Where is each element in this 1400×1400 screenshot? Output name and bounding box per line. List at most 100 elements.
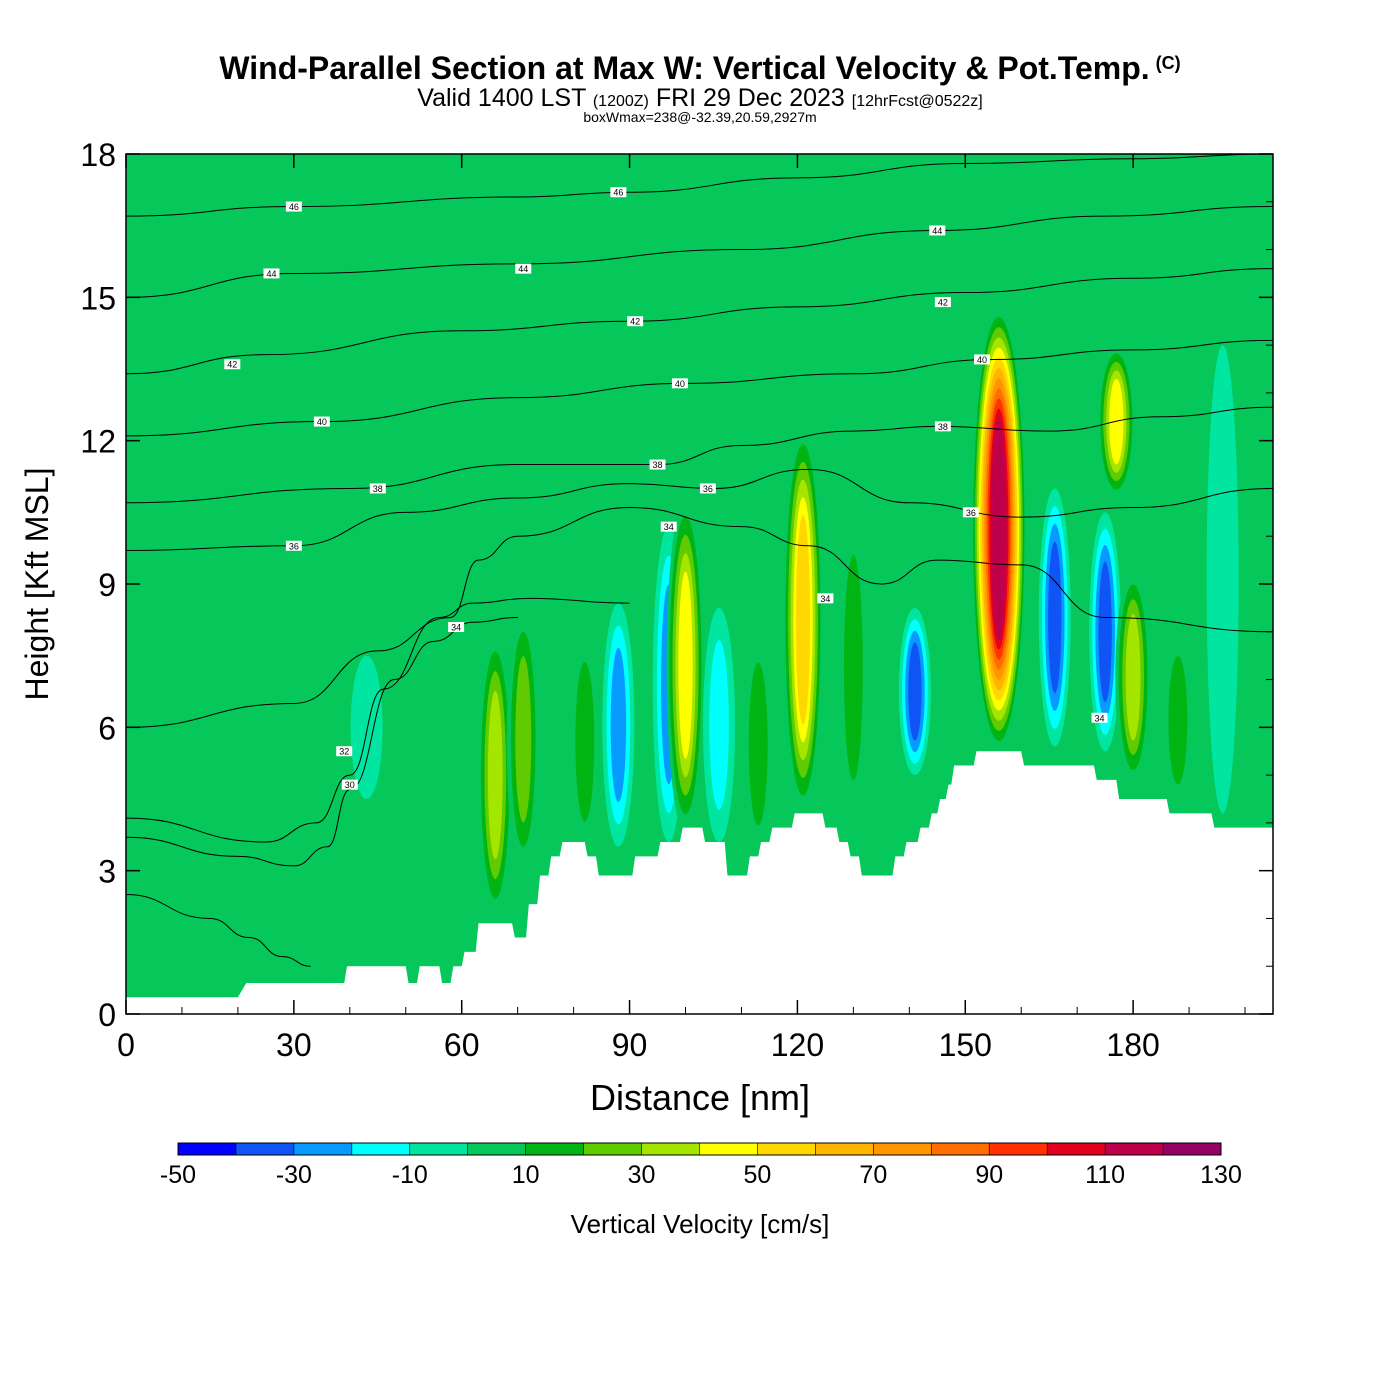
x-tick-label: 180 xyxy=(1106,1027,1159,1063)
velocity-plume xyxy=(506,607,540,871)
velocity-plume xyxy=(782,426,824,814)
velocity-contour-band xyxy=(1098,561,1112,702)
isentrope-label: 44 xyxy=(515,263,532,274)
colorbar-tick-label: 10 xyxy=(512,1161,540,1189)
velocity-contour-band xyxy=(843,555,863,781)
colorbar-swatch xyxy=(467,1143,527,1155)
colorbar-swatch xyxy=(235,1143,295,1155)
y-axis-label: Height [Kft MSL] xyxy=(19,468,55,701)
colorbar-tick-label: -50 xyxy=(160,1161,196,1189)
colorbar-swatch xyxy=(931,1143,990,1155)
x-tick-label: 30 xyxy=(276,1027,312,1063)
velocity-contour-band xyxy=(195,225,225,728)
velocity-plume xyxy=(1089,512,1122,752)
colorbar-swatch xyxy=(525,1143,585,1155)
velocity-plume xyxy=(837,512,869,823)
valid-utc: (1200Z) xyxy=(592,93,649,110)
velocity-contour-band xyxy=(1125,614,1141,741)
isentrope-label: 34 xyxy=(817,593,834,604)
colorbar-swatch xyxy=(583,1143,643,1155)
velocity-contour-band xyxy=(1048,541,1062,694)
svg-text:38: 38 xyxy=(373,484,383,494)
velocity-contour-band xyxy=(748,662,768,826)
svg-text:44: 44 xyxy=(932,226,942,236)
svg-text:36: 36 xyxy=(966,508,976,518)
velocity-plume xyxy=(1038,488,1071,747)
isentrope-label: 36 xyxy=(285,540,302,551)
velocity-contour-band xyxy=(908,642,922,741)
y-tick-label: 3 xyxy=(98,854,116,890)
x-tick-label: 0 xyxy=(117,1027,135,1063)
svg-text:38: 38 xyxy=(653,460,663,470)
isentrope-line xyxy=(126,597,630,843)
colorbar-label: Vertical Velocity [cm/s] xyxy=(571,1209,830,1239)
svg-text:34: 34 xyxy=(1095,713,1105,723)
colorbar-swatch xyxy=(178,1143,237,1155)
svg-text:36: 36 xyxy=(289,541,299,551)
svg-text:34: 34 xyxy=(820,594,830,604)
colorbar-tick-label: -30 xyxy=(276,1161,312,1189)
isentrope-label: 40 xyxy=(974,354,991,365)
valid-time: Valid 1400 LST xyxy=(417,84,586,112)
velocity-plume xyxy=(195,225,225,728)
velocity-contour-band xyxy=(487,690,503,860)
isentrope-label: 38 xyxy=(649,459,666,470)
velocity-plume xyxy=(666,498,705,833)
isentrope-label: 42 xyxy=(934,297,951,308)
velocity-contour-band xyxy=(795,515,811,725)
svg-text:30: 30 xyxy=(345,780,355,790)
chart-title: Wind-Parallel Section at Max W: Vertical… xyxy=(219,50,1181,86)
velocity-contour-band xyxy=(991,418,1007,640)
velocity-contour-band xyxy=(515,656,532,823)
colorbar-swatch xyxy=(409,1143,469,1155)
colorbar: -50 -30 -10 10 30 50 70 90 110 130 xyxy=(160,1142,1242,1189)
isentrope-line xyxy=(126,268,1273,375)
velocity-plume xyxy=(898,607,931,776)
y-tick-label: 9 xyxy=(98,567,116,603)
velocity-plume xyxy=(703,607,736,842)
valid-date: FRI 29 Dec 2023 xyxy=(655,84,845,112)
chart-subtitle: Valid 1400 LST (1200Z) FRI 29 Dec 2023 [… xyxy=(0,84,1400,113)
isentrope-label: 44 xyxy=(263,268,280,279)
isentrope-label: 40 xyxy=(671,378,688,389)
isentrope-label: 38 xyxy=(934,421,951,432)
colorbar-tick-label: 110 xyxy=(1085,1161,1125,1189)
svg-text:44: 44 xyxy=(518,264,528,274)
velocity-plume xyxy=(569,631,601,852)
plot-area: 46 46 44 44 44 42 42 42 40 40 40 38 38 38 36 36 36 34 34 34… xyxy=(126,154,1273,1014)
svg-text:44: 44 xyxy=(266,269,276,279)
isentrope-label: 36 xyxy=(699,483,716,494)
isentrope-label: 34 xyxy=(448,622,465,633)
svg-text:46: 46 xyxy=(289,202,299,212)
svg-text:34: 34 xyxy=(664,522,674,532)
svg-text:36: 36 xyxy=(703,484,713,494)
isentrope-line xyxy=(126,154,1273,217)
svg-text:32: 32 xyxy=(339,747,349,757)
velocity-plume xyxy=(313,861,342,991)
isentrope-label: 46 xyxy=(285,201,302,212)
colorbar-swatch xyxy=(815,1143,874,1155)
velocity-contour-band xyxy=(678,571,693,759)
colorbar-tick-label: 70 xyxy=(859,1161,887,1189)
copyright-mark: (C) xyxy=(1155,53,1181,73)
svg-text:40: 40 xyxy=(317,417,327,427)
box-info: boxWmax=238@-32.39,20.59,2927m xyxy=(583,109,817,125)
isentrope-label: 46 xyxy=(610,187,627,198)
svg-text:42: 42 xyxy=(630,317,640,327)
isentrope-label: 44 xyxy=(929,225,946,236)
isentrope-line xyxy=(126,507,1273,728)
svg-text:34: 34 xyxy=(451,623,461,633)
svg-text:46: 46 xyxy=(613,188,623,198)
velocity-plume xyxy=(971,306,1027,752)
isentrope-label: 34 xyxy=(660,521,677,532)
colorbar-swatch xyxy=(351,1143,411,1155)
y-tick-label: 12 xyxy=(80,424,116,460)
svg-text:42: 42 xyxy=(938,298,948,308)
velocity-plume xyxy=(742,631,774,857)
svg-text:42: 42 xyxy=(227,360,237,370)
y-tick-label: 0 xyxy=(98,997,116,1033)
svg-text:40: 40 xyxy=(977,355,987,365)
isentrope-line xyxy=(126,206,1273,298)
